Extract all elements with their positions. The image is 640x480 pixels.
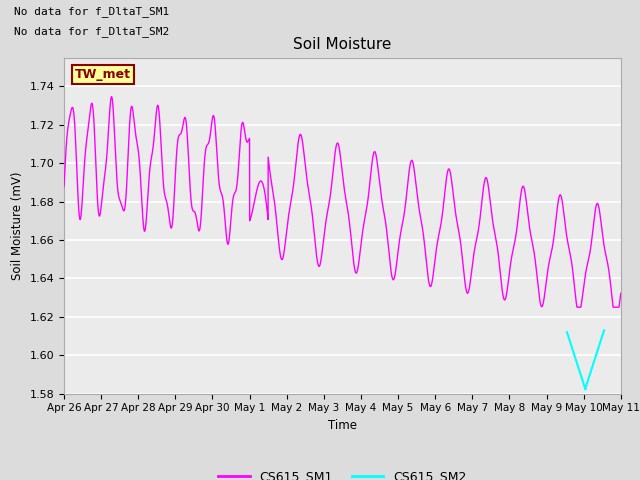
Text: TW_met: TW_met	[75, 68, 131, 81]
Text: No data for f_DltaT_SM2: No data for f_DltaT_SM2	[14, 26, 169, 37]
Legend: CS615_SM1, CS615_SM2: CS615_SM1, CS615_SM2	[213, 465, 472, 480]
X-axis label: Time: Time	[328, 419, 357, 432]
Y-axis label: Soil Moisture (mV): Soil Moisture (mV)	[11, 171, 24, 280]
Title: Soil Moisture: Soil Moisture	[293, 37, 392, 52]
Text: No data for f_DltaT_SM1: No data for f_DltaT_SM1	[14, 6, 169, 17]
